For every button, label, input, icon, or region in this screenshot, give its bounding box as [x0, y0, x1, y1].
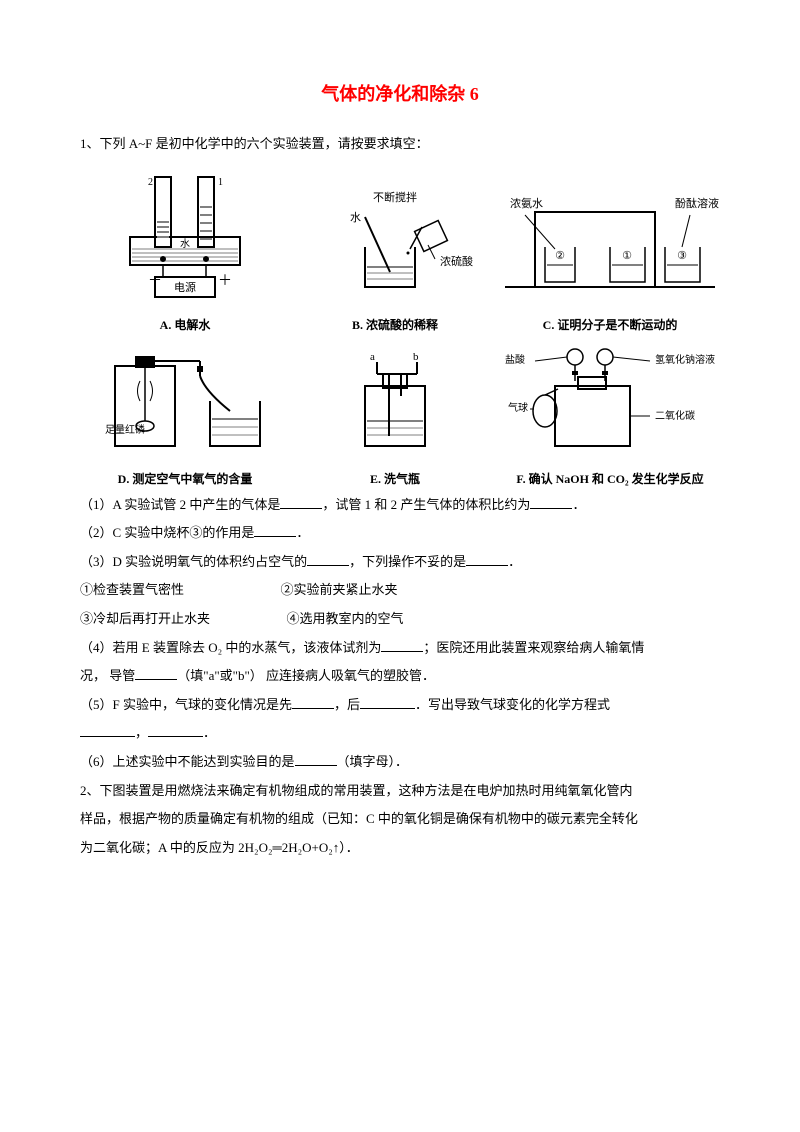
blank	[295, 752, 337, 766]
blank	[148, 723, 203, 737]
opt4: ④选用教室内的空气	[287, 611, 404, 626]
q2-b: 样品，根据产物的质量确定有机物的组成（已知：C 中的氧化铜是确保有机物中的碳元素…	[80, 805, 720, 834]
opt1: ①检查装置气密性	[80, 582, 184, 597]
svg-text:氢氧化钠溶液: 氢氧化钠溶液	[655, 353, 715, 366]
text: （6）上述实验中不能达到实验目的是	[80, 754, 295, 769]
svg-text:b: b	[413, 351, 419, 363]
text: ．	[508, 554, 521, 569]
q1-4: （4）若用 E 装置除去 O₂ 中的水蒸气，该液体试剂为 ；医院还用此装置来观察给…	[80, 634, 720, 663]
blank	[292, 695, 334, 709]
text: ．	[203, 725, 216, 740]
diagram-electrolysis: 水 2 1	[110, 167, 260, 307]
svg-text:电源: 电源	[174, 280, 196, 294]
q1-options-2: ③冷却后再打开止水夹 ④选用教室内的空气	[80, 605, 720, 634]
figure-A: 水 2 1	[80, 167, 290, 333]
q1-5b: ，．	[80, 719, 720, 748]
svg-text:足量红磷: 足量红磷	[105, 423, 145, 436]
blank	[280, 495, 322, 509]
text: 况， 导管	[80, 668, 135, 683]
q1-5: （5）F 实验中，气球的变化情况是先 ，后 ．写出导致气球变化的化学方程式	[80, 691, 720, 720]
svg-text:1: 1	[218, 177, 223, 188]
q1-options-1: ①检查装置气密性 ②实验前夹紧止水夹	[80, 576, 720, 605]
q2-a: 2、下图装置是用燃烧法来确定有机物组成的常用装置，这种方法是在电炉加热时用纯氧氧…	[80, 777, 720, 806]
q1-6: （6）上述实验中不能达到实验目的是 （填字母）．	[80, 748, 720, 777]
figure-F: 盐酸 氢氧化钠溶液 气球 二氧化碳	[500, 341, 720, 487]
text: ，	[135, 725, 148, 740]
figure-C: 浓氨水 酚酞溶液 ② ① ③ C. 证明	[500, 187, 720, 333]
text: （5）F 实验中，气球的变化情况是先	[80, 697, 292, 712]
diagram-oxygen-volume: 足量红磷	[100, 341, 270, 461]
text: ．	[572, 497, 585, 512]
svg-text:水: 水	[350, 211, 361, 224]
figure-row-1: 水 2 1	[80, 167, 720, 333]
svg-text:盐酸: 盐酸	[505, 353, 525, 366]
svg-text:2: 2	[148, 177, 153, 188]
text: （1）A 实验试管 2 中产生的气体是	[80, 497, 280, 512]
diagram-dilution: 不断搅拌 水 浓硫酸	[310, 187, 480, 307]
svg-text:气球: 气球	[508, 401, 528, 414]
q1-1: （1）A 实验试管 2 中产生的气体是 ，试管 1 和 2 产生气体的体积比约为 ．	[80, 491, 720, 520]
q1-4b: 况， 导管 （填"a"或"b"） 应连接病人吸氧气的塑胶管．	[80, 662, 720, 691]
page-title: 气体的净化和除杂 6	[80, 80, 720, 106]
svg-text:－: －	[148, 274, 162, 289]
blank	[360, 695, 415, 709]
blank	[307, 552, 349, 566]
figure-B: 不断搅拌 水 浓硫酸 B. 浓硫酸的稀释	[290, 187, 500, 333]
q2-c: 为二氧化碳；A 中的反应为 2H₂O₂═2H₂O+O₂↑）．	[80, 834, 720, 863]
svg-text:酚酞溶液: 酚酞溶液	[675, 196, 719, 210]
text: ，试管 1 和 2 产生气体的体积比约为	[322, 497, 530, 512]
svg-text:二氧化碳: 二氧化碳	[655, 409, 695, 422]
svg-text:浓硫酸: 浓硫酸	[440, 254, 473, 268]
text: （填字母）．	[337, 754, 409, 769]
blank	[530, 495, 572, 509]
caption-D: D. 测定空气中氧气的含量	[80, 470, 290, 487]
diagram-naoh-co2: 盐酸 氢氧化钠溶液 气球 二氧化碳	[500, 341, 720, 461]
text: ．	[296, 525, 309, 540]
opt2: ②实验前夹紧止水夹	[281, 582, 398, 597]
svg-text:a: a	[370, 351, 375, 363]
blank	[80, 723, 135, 737]
caption-C: C. 证明分子是不断运动的	[500, 316, 720, 333]
diagram-gas-washing: a b	[335, 346, 455, 461]
blank	[466, 552, 508, 566]
text: （4）若用 E 装置除去 O₂ 中的水蒸气，该液体试剂为	[80, 640, 381, 655]
blank	[135, 666, 177, 680]
opt3: ③冷却后再打开止水夹	[80, 611, 210, 626]
svg-text:不断搅拌: 不断搅拌	[373, 190, 417, 204]
svg-text:浓氨水: 浓氨水	[510, 197, 543, 210]
svg-text:＋: ＋	[218, 274, 232, 289]
caption-E: E. 洗气瓶	[290, 470, 500, 487]
text: ，后	[334, 697, 360, 712]
q1-2: （2）C 实验中烧杯③的作用是 ．	[80, 519, 720, 548]
diagram-diffusion: 浓氨水 酚酞溶液 ② ① ③	[500, 187, 720, 307]
figure-row-2: 足量红磷 D. 测定空气中氧气的含量 a b	[80, 341, 720, 487]
text: （3）D 实验说明氧气的体积约占空气的	[80, 554, 307, 569]
figure-E: a b E. 洗气瓶	[290, 346, 500, 487]
text: ；医院还用此装置来观察给病人输氧情	[423, 640, 644, 655]
blank	[381, 638, 423, 652]
caption-A: A. 电解水	[80, 316, 290, 333]
text: ．写出导致气球变化的化学方程式	[415, 697, 610, 712]
blank	[254, 523, 296, 537]
q1-3: （3）D 实验说明氧气的体积约占空气的 ，下列操作不妥的是 ．	[80, 548, 720, 577]
text: （填"a"或"b"） 应连接病人吸氧气的塑胶管．	[177, 668, 435, 683]
svg-text:②: ②	[555, 250, 565, 262]
svg-text:①: ①	[622, 250, 632, 262]
figure-D: 足量红磷 D. 测定空气中氧气的含量	[80, 341, 290, 487]
page: 气体的净化和除杂 6 1、下列 A~F 是初中化学中的六个实验装置，请按要求填空…	[0, 0, 800, 922]
caption-B: B. 浓硫酸的稀释	[290, 316, 500, 333]
caption-F: F. 确认 NaOH 和 CO₂ 发生化学反应	[500, 470, 720, 487]
svg-text:水: 水	[180, 238, 190, 250]
svg-text:③: ③	[677, 250, 687, 262]
text: （2）C 实验中烧杯③的作用是	[80, 525, 254, 540]
text: ，下列操作不妥的是	[349, 554, 466, 569]
q1-intro: 1、下列 A~F 是初中化学中的六个实验装置，请按要求填空：	[80, 130, 720, 159]
